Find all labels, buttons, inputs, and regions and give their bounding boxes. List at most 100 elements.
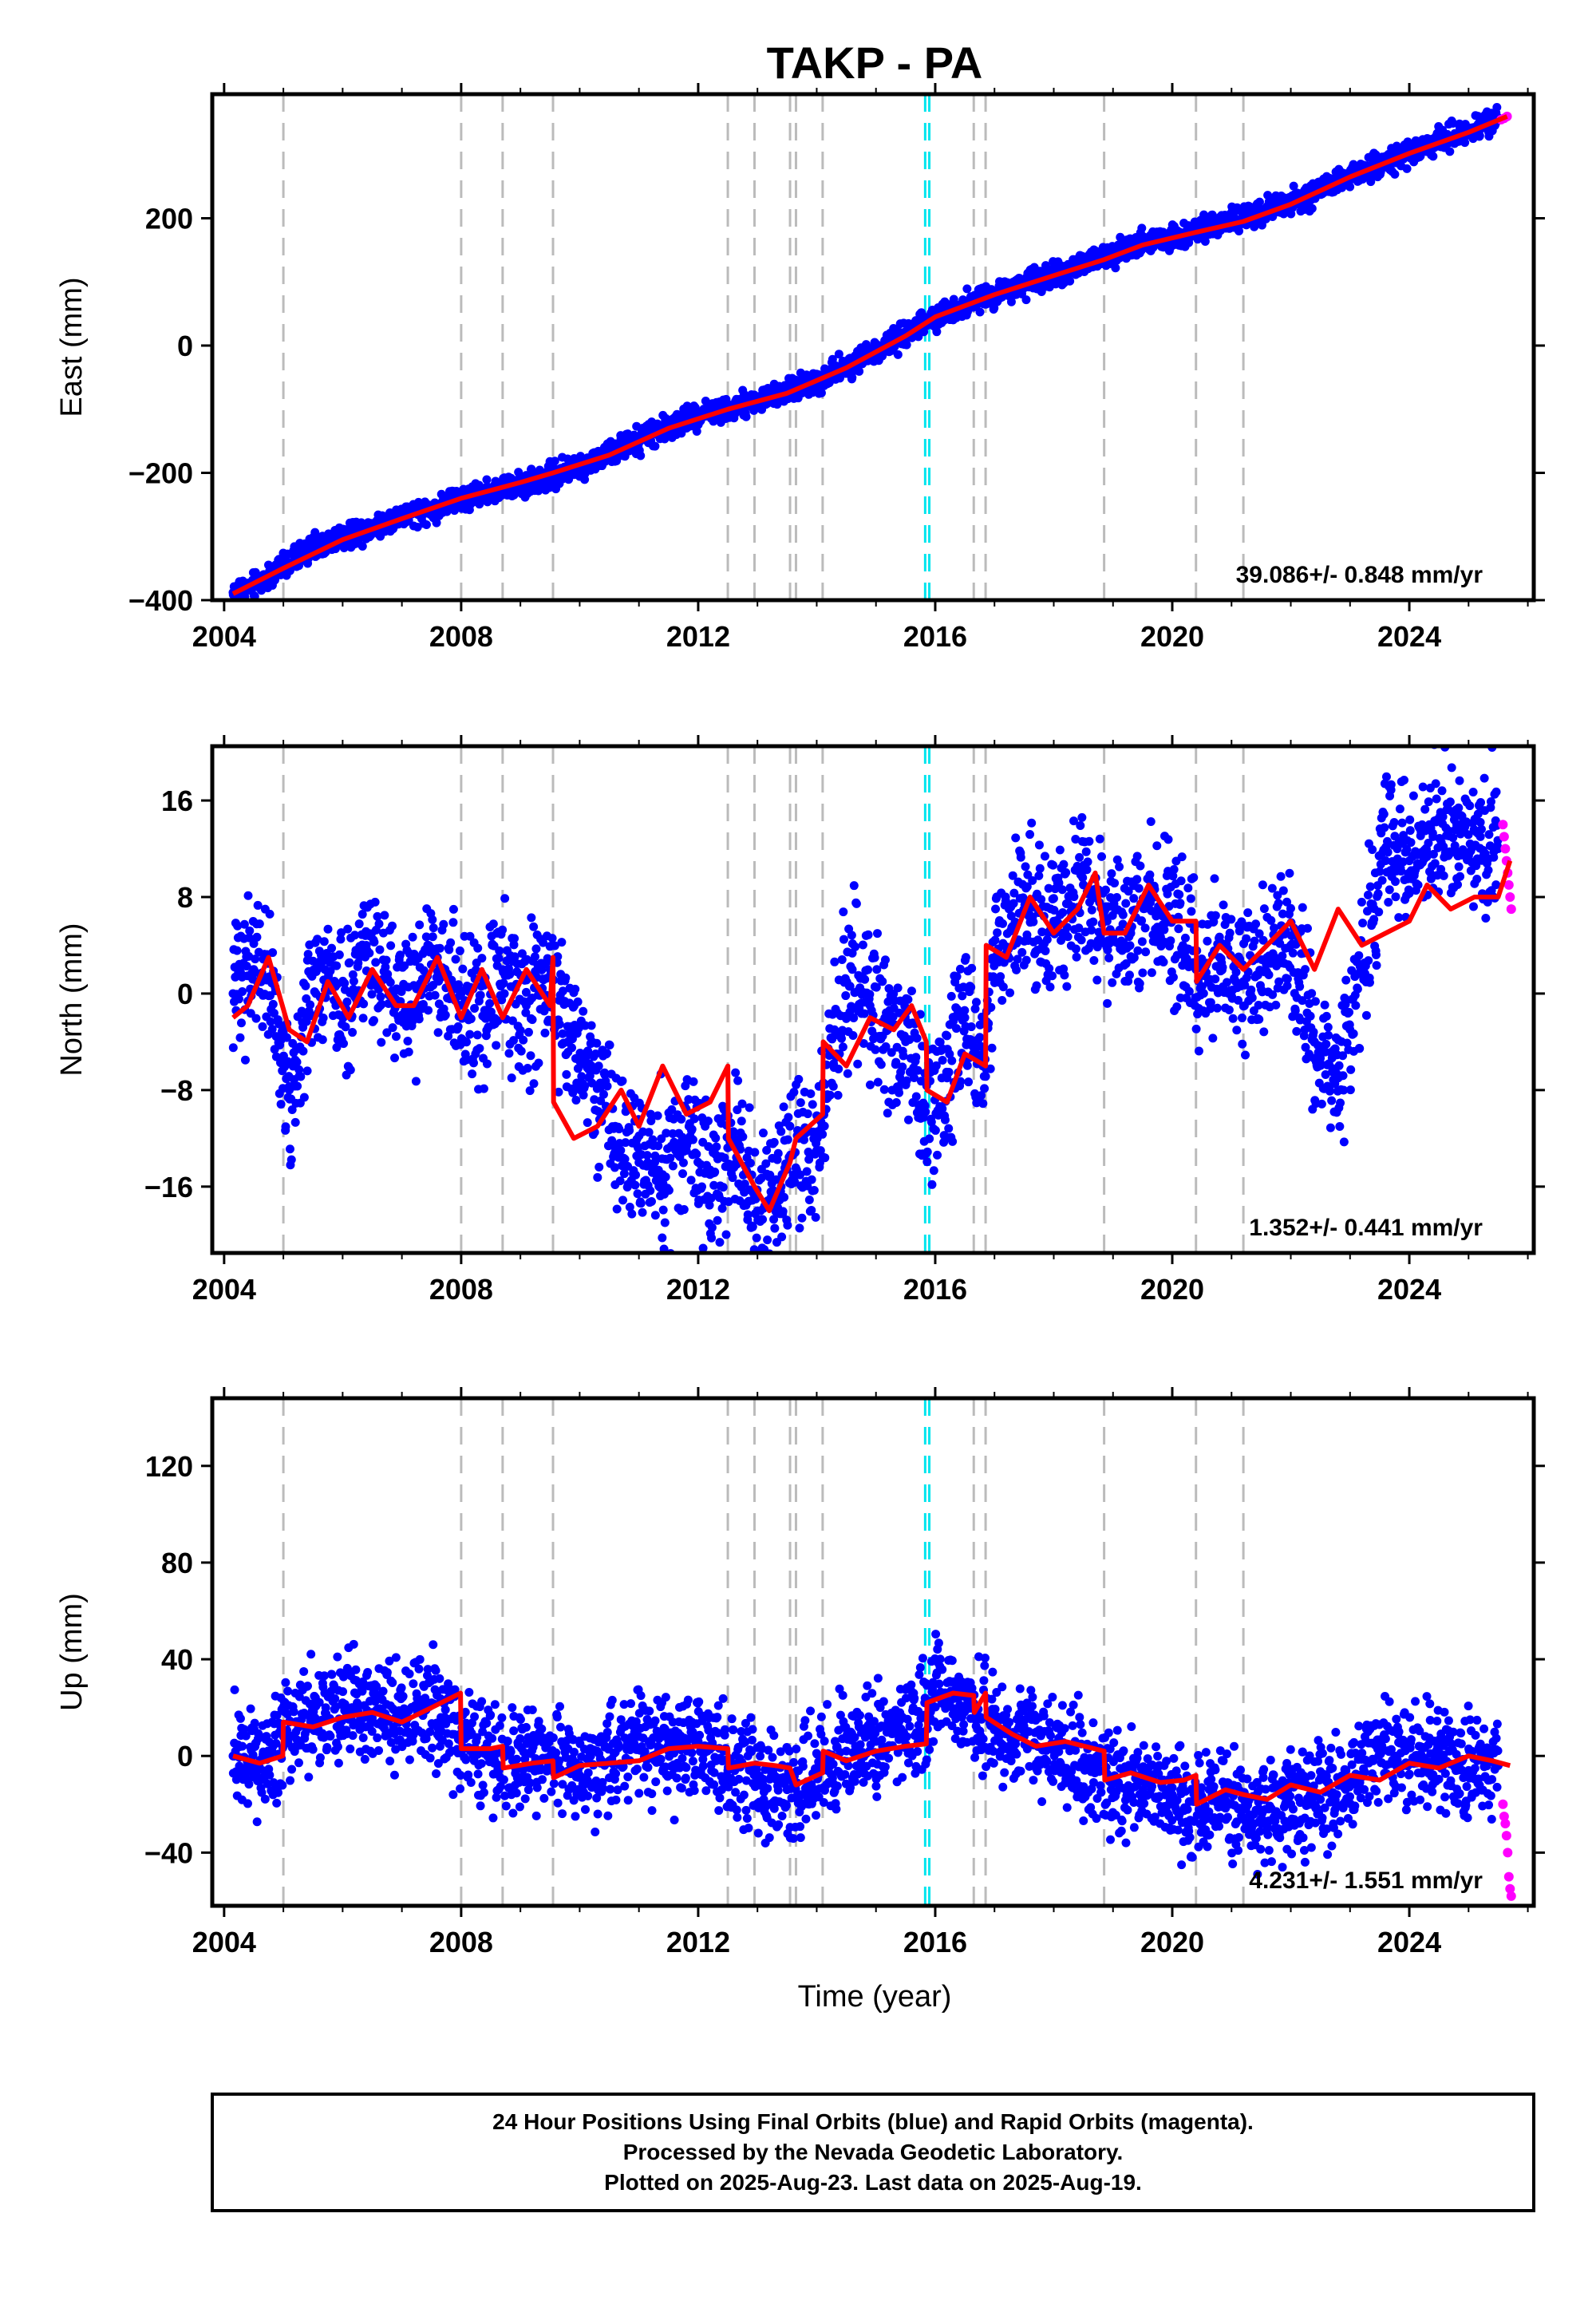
final-point xyxy=(334,950,344,959)
final-point xyxy=(902,1076,911,1085)
final-point xyxy=(944,1124,954,1133)
final-point xyxy=(658,1205,668,1215)
final-point xyxy=(1460,138,1470,148)
final-point xyxy=(268,948,278,958)
final-point xyxy=(1124,887,1133,896)
final-point xyxy=(807,1175,816,1184)
final-point xyxy=(837,954,847,964)
final-point xyxy=(1172,951,1182,960)
final-point xyxy=(633,1189,642,1199)
final-point xyxy=(646,1109,655,1119)
final-point xyxy=(1152,841,1162,851)
final-point xyxy=(342,997,352,1006)
final-point xyxy=(530,952,539,962)
final-point xyxy=(688,1135,697,1144)
final-point xyxy=(930,1125,940,1135)
final-point xyxy=(510,952,519,962)
final-point xyxy=(421,932,431,942)
final-point xyxy=(902,340,911,350)
final-point xyxy=(962,1061,972,1070)
final-point xyxy=(327,943,337,953)
final-point xyxy=(752,1233,761,1243)
final-point xyxy=(1108,978,1117,987)
final-point xyxy=(234,994,243,1004)
final-point xyxy=(956,1077,966,1086)
final-point xyxy=(873,1077,883,1087)
final-point xyxy=(240,1055,250,1065)
final-point xyxy=(232,946,242,955)
final-point xyxy=(1101,885,1111,895)
final-point xyxy=(1075,852,1084,862)
final-point xyxy=(653,1111,662,1120)
final-point xyxy=(476,990,485,1000)
final-point xyxy=(1200,236,1210,246)
final-point xyxy=(1194,1046,1203,1056)
x-tick-label: 2016 xyxy=(903,620,967,653)
final-point xyxy=(287,1105,297,1115)
final-point xyxy=(1282,981,1292,990)
final-point xyxy=(369,1016,378,1026)
final-point xyxy=(493,1016,503,1026)
final-point xyxy=(1045,963,1054,973)
final-point xyxy=(1186,894,1195,903)
final-point xyxy=(258,1022,267,1031)
final-point xyxy=(893,983,903,993)
final-point xyxy=(358,1014,368,1023)
final-point xyxy=(1159,957,1168,966)
final-point xyxy=(748,1222,757,1231)
final-point xyxy=(1247,993,1257,1002)
final-point xyxy=(482,1059,492,1069)
final-point xyxy=(986,1064,995,1073)
final-point xyxy=(350,931,360,940)
final-point xyxy=(1191,1024,1201,1034)
final-point xyxy=(1166,936,1175,946)
final-point xyxy=(337,928,346,938)
final-point xyxy=(1282,897,1292,907)
final-point xyxy=(760,1273,769,1282)
final-point xyxy=(789,1087,799,1097)
final-point xyxy=(872,965,882,974)
final-point xyxy=(374,985,384,994)
final-point xyxy=(849,881,859,891)
final-point xyxy=(940,1115,950,1124)
final-point xyxy=(977,1091,986,1101)
final-point xyxy=(625,1202,634,1211)
final-point xyxy=(811,1212,820,1222)
final-point xyxy=(577,1072,587,1081)
final-point xyxy=(561,973,571,982)
final-point xyxy=(448,904,458,914)
final-point xyxy=(391,1032,401,1041)
final-point xyxy=(492,1041,501,1050)
final-point xyxy=(323,924,333,934)
final-point xyxy=(678,1158,688,1168)
final-point xyxy=(657,1134,666,1144)
final-point xyxy=(571,1096,581,1105)
final-point xyxy=(266,1017,275,1026)
final-point xyxy=(1055,845,1065,855)
final-point xyxy=(737,1099,747,1109)
final-point xyxy=(555,1019,564,1029)
final-point xyxy=(1049,906,1059,915)
final-point xyxy=(947,1056,957,1065)
final-point xyxy=(797,1213,807,1223)
final-point xyxy=(440,1010,450,1020)
final-point xyxy=(772,1175,781,1184)
final-point xyxy=(1086,939,1096,948)
final-point xyxy=(346,1065,355,1075)
final-point xyxy=(1298,996,1307,1006)
final-point xyxy=(579,1006,588,1016)
final-point xyxy=(1168,972,1178,982)
final-point xyxy=(1008,871,1017,880)
final-point xyxy=(1103,998,1112,1008)
final-point xyxy=(863,965,873,974)
final-point xyxy=(926,1117,936,1127)
final-point xyxy=(731,1068,741,1077)
final-point xyxy=(1175,899,1185,908)
final-point xyxy=(242,962,251,971)
final-point xyxy=(1001,896,1010,906)
final-point xyxy=(662,1128,671,1138)
final-point xyxy=(390,1053,400,1063)
final-point xyxy=(550,456,559,466)
final-point xyxy=(779,1102,788,1112)
